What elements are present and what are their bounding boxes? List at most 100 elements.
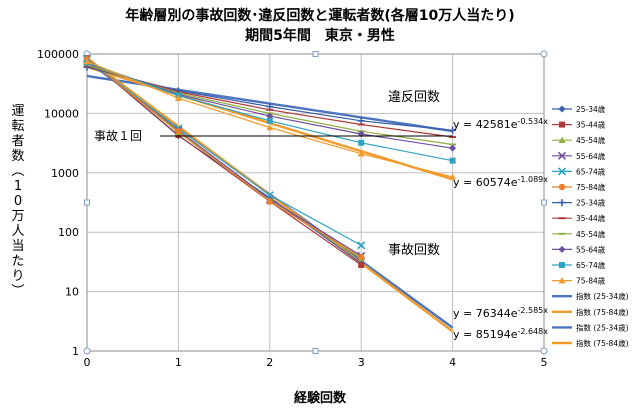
annotation-violation: 違反回数 [388, 90, 440, 105]
legend: 25-34歳 35-44歳 45-54歳 55-64歳 65-74歳 75-84歳 25-3… [552, 104, 629, 348]
selection-handle [312, 348, 319, 354]
legend-label: 65-74歳 [576, 166, 606, 176]
data-point [358, 262, 365, 269]
y-tick-label: 10 [65, 286, 79, 299]
y-axis-label: 運転者数︵10万人当たり︶ [11, 104, 24, 299]
data-series [83, 57, 457, 180]
legend-item: 25-34歳 [552, 198, 606, 208]
series-line [86, 57, 362, 266]
legend-label: 35-44歳 [576, 213, 606, 223]
legend-label: 指数 (25-34歳) [576, 322, 629, 332]
legend-item: 45-54歳 [552, 229, 606, 239]
data-point [449, 173, 457, 180]
chart-subtitle: 期間5年間 東京・男性 [245, 27, 395, 44]
y-tick-label: 1 [72, 345, 79, 358]
data-point [83, 57, 91, 65]
y-tick-label: 100 [58, 226, 79, 239]
y-tick-label: 10000 [44, 107, 79, 120]
x-tick-label: 2 [266, 356, 273, 369]
legend-item: 指数 (75-84歳) [552, 307, 629, 317]
legend-item: 75-84歳 [552, 182, 606, 192]
selection-handle [84, 199, 90, 206]
fit-equation: y = 60574e-1.089x [453, 175, 548, 189]
fit-equation-labels: y = 42581e-0.534x y = 60574e-1.089x y = 76… [453, 117, 548, 341]
data-point [174, 94, 182, 102]
selection-handle [83, 347, 91, 355]
legend-label: 55-64歳 [576, 244, 606, 254]
y-tick-label: 100000 [37, 48, 79, 61]
y-axis-label-char: 0 [14, 194, 22, 209]
selection-handle [312, 51, 319, 57]
x-tick-label: 1 [175, 356, 182, 369]
series-group [82, 54, 457, 269]
data-point [559, 121, 565, 128]
y-axis-label-char: ︵ [11, 164, 24, 179]
data-point [558, 183, 566, 191]
y-tick-label: 1000 [51, 167, 79, 180]
x-tick-label: 5 [541, 356, 548, 369]
data-point [557, 167, 567, 176]
data-point [449, 126, 457, 134]
x-tick-label: 0 [84, 356, 91, 369]
legend-label: 35-44歳 [576, 120, 606, 130]
legend-label: 65-74歳 [576, 260, 606, 270]
legend-label: 指数 (25-34歳) [576, 291, 629, 301]
x-tick-label: 3 [358, 356, 365, 369]
annotation-accident-one: 事故１回 [94, 128, 142, 143]
data-point [559, 262, 565, 268]
fit-equation: y = 42581e-0.534x [453, 117, 548, 131]
x-tick-label: 4 [449, 356, 456, 369]
annotation-accident: 事故回数 [388, 243, 440, 258]
data-point [358, 139, 365, 146]
selection-handle [540, 347, 548, 355]
legend-item: 指数 (75-84歳) [552, 338, 629, 348]
legend-item: 55-64歳 [552, 244, 606, 254]
y-axis-label-char: 者 [11, 134, 24, 149]
data-point [175, 128, 182, 135]
data-point [449, 157, 456, 164]
legend-item: 65-74歳 [552, 260, 606, 270]
legend-label: 指数 (75-84歳) [576, 307, 629, 317]
legend-label: 75-84歳 [576, 182, 606, 192]
fit-equation: y = 76344e-2.585x [453, 306, 548, 320]
data-point [557, 151, 567, 160]
legend-label: 指数 (75-84歳) [576, 338, 629, 348]
legend-label: 45-54歳 [576, 135, 606, 145]
legend-item: 25-34歳 [552, 104, 606, 114]
data-point [358, 253, 365, 261]
x-axis-label: 経験回数 [294, 390, 347, 406]
y-axis-ticks: 1 10 100 1000 10000 100000 [37, 48, 79, 358]
legend-item: 75-84歳 [552, 276, 606, 286]
y-axis-label-char: 万 [11, 209, 24, 224]
legend-label: 45-54歳 [576, 229, 606, 239]
data-point [357, 150, 365, 157]
series-line [86, 58, 362, 246]
legend-label: 25-34歳 [576, 198, 606, 208]
data-point [558, 245, 566, 253]
x-axis-ticks: 0 1 2 3 4 5 [84, 356, 548, 369]
y-axis-label-char: り [11, 269, 24, 284]
legend-item: 65-74歳 [552, 166, 606, 176]
legend-item: 55-64歳 [552, 151, 606, 161]
y-axis-label-char: 運 [11, 104, 24, 119]
legend-label: 75-84歳 [576, 276, 606, 286]
legend-item: 指数 (25-34歳) [552, 291, 629, 301]
chart-title: 年齢層別の事故回数･違反回数と運転者数(各層10万人当たり) [125, 7, 514, 24]
legend-item: 35-44歳 [552, 120, 606, 130]
selection-handle [540, 50, 548, 58]
data-point [449, 144, 457, 152]
legend-item: 45-54歳 [552, 135, 606, 145]
fit-equation: y = 85194e-2.648x [453, 327, 548, 341]
data-point [357, 117, 365, 125]
y-axis-label-char: 数 [11, 149, 24, 164]
legend-label: 25-34歳 [576, 104, 606, 114]
data-point [357, 241, 366, 250]
data-point [558, 199, 566, 207]
data-point [266, 123, 274, 131]
legend-item: 指数 (25-34歳) [552, 322, 629, 332]
data-point [175, 132, 182, 139]
legend-label: 55-64歳 [576, 151, 606, 161]
y-axis-label-char: ︶ [11, 284, 24, 299]
